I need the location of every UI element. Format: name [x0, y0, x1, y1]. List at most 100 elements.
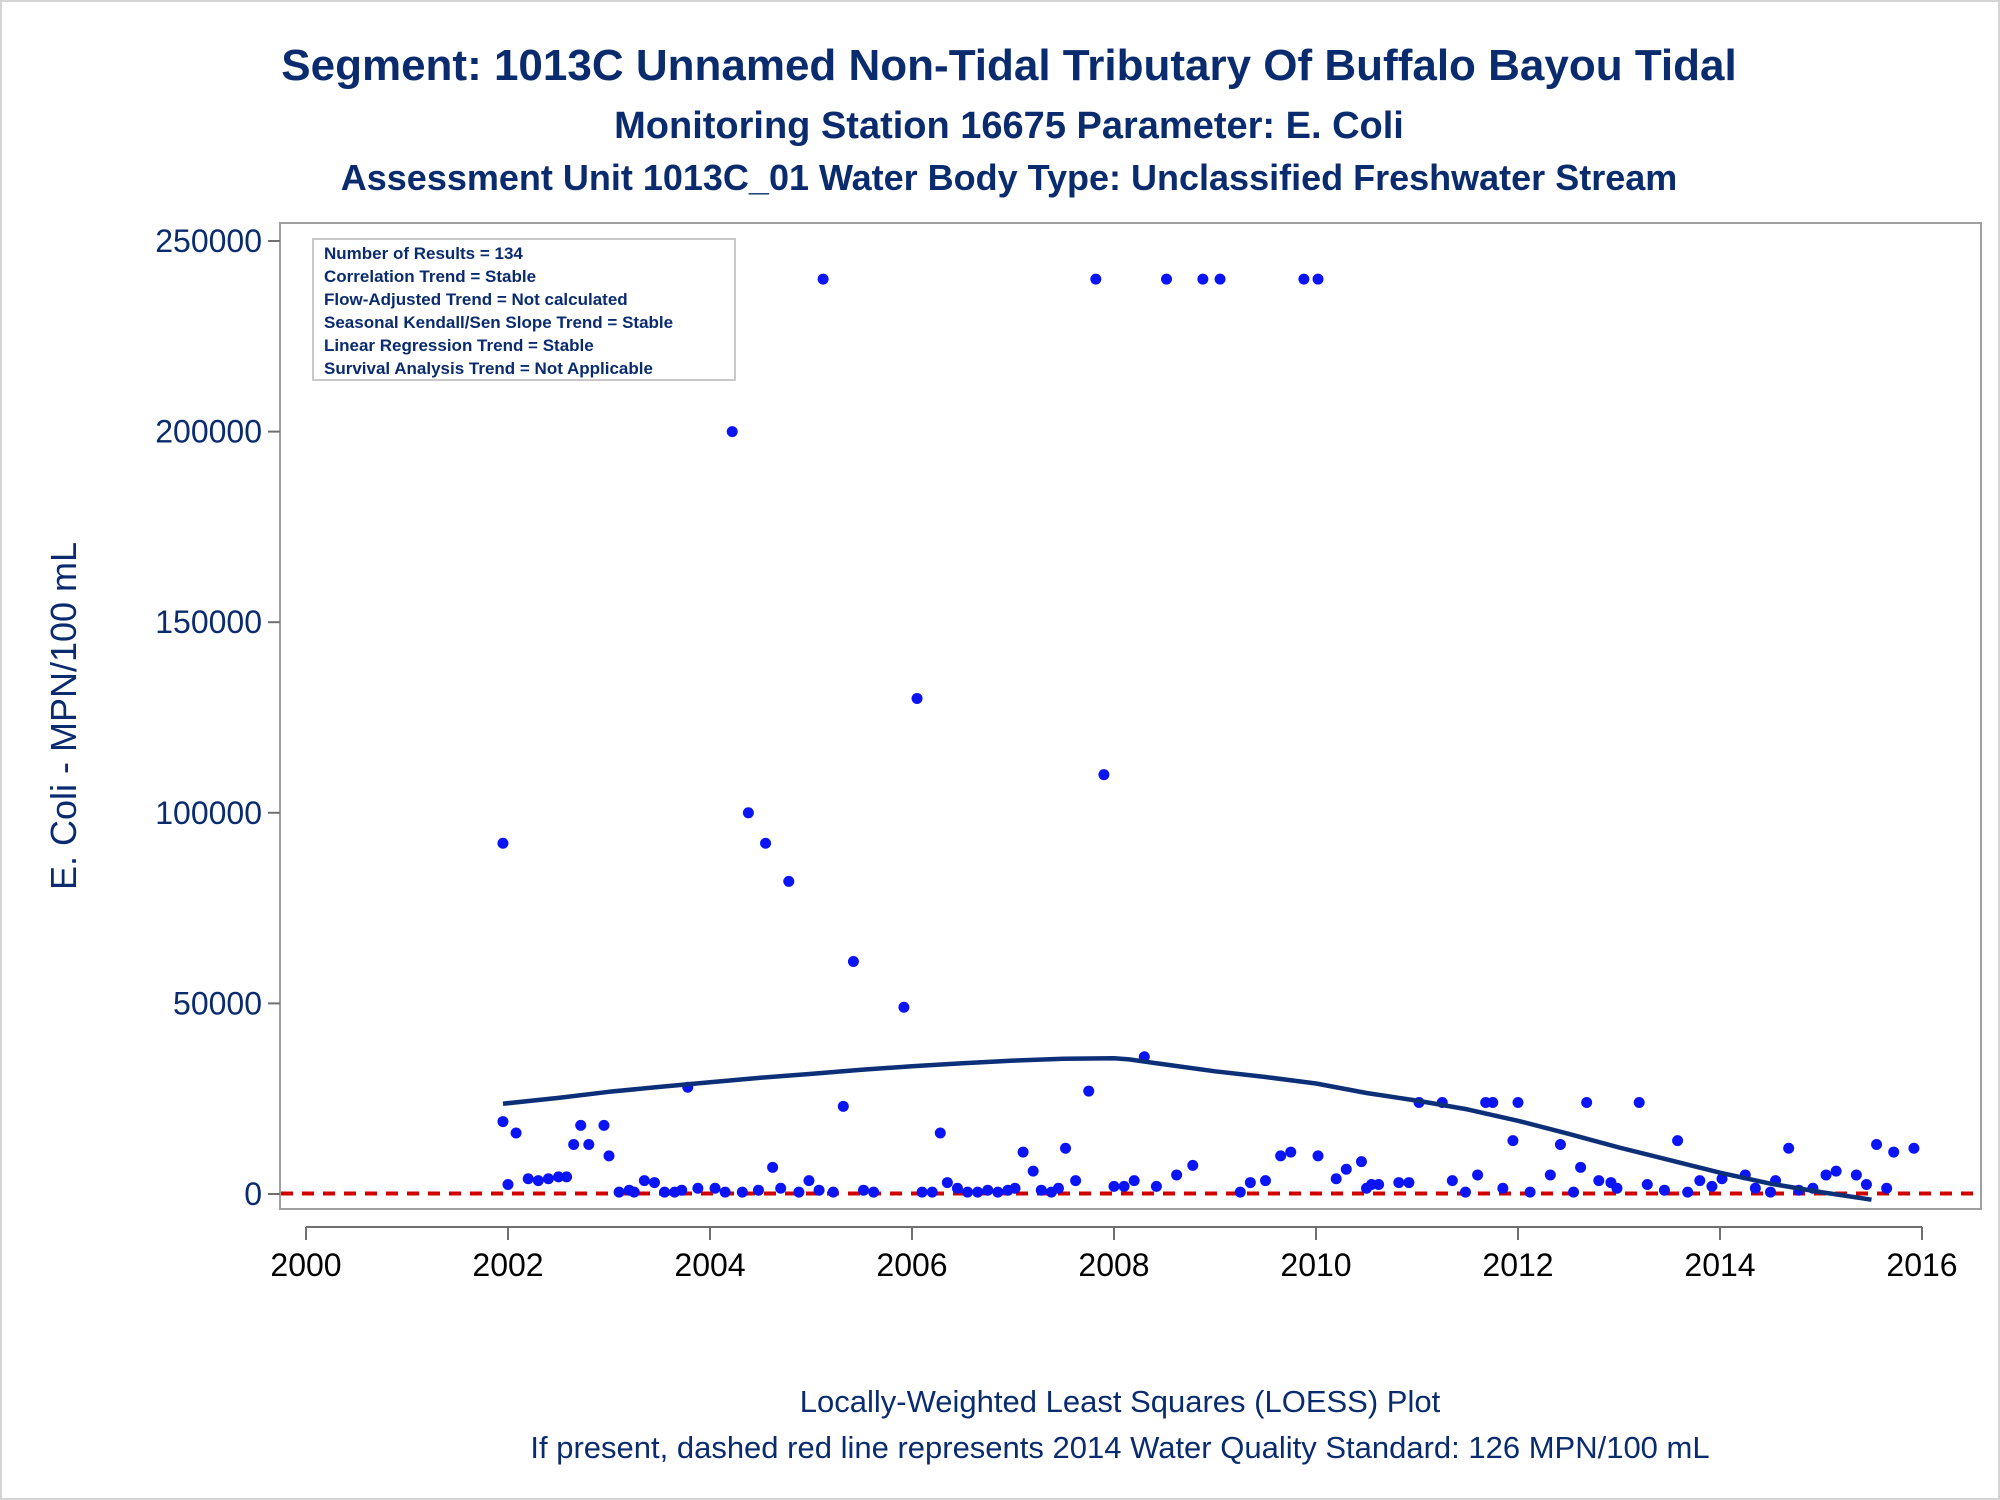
- data-point-87: [1355, 1156, 1367, 1168]
- data-point-108: [1581, 1097, 1593, 1109]
- data-point-3: [510, 1127, 522, 1139]
- data-point-36: [803, 1175, 815, 1187]
- data-point-19: [659, 1186, 671, 1198]
- data-point-73: [1171, 1169, 1183, 1181]
- data-point-67: [1108, 1180, 1120, 1192]
- data-point-72: [1161, 273, 1173, 285]
- data-points: [497, 273, 1920, 1198]
- data-point-97: [1472, 1169, 1484, 1181]
- stats-box: Number of Results = 134 Correlation Tren…: [312, 238, 736, 381]
- data-point-131: [1871, 1138, 1883, 1150]
- data-point-83: [1312, 273, 1324, 285]
- data-point-34: [783, 875, 795, 887]
- data-point-105: [1554, 1138, 1566, 1150]
- loess-curve-group: [502, 1056, 1872, 1202]
- data-point-2: [502, 1178, 514, 1190]
- data-point-21: [676, 1184, 688, 1196]
- data-point-115: [1672, 1135, 1684, 1147]
- data-point-99: [1487, 1097, 1499, 1109]
- chart-subtitle-assessment: Assessment Unit 1013C_01 Water Body Type…: [341, 157, 1678, 198]
- data-point-25: [709, 1182, 721, 1194]
- data-point-116: [1682, 1186, 1694, 1198]
- data-point-92: [1403, 1177, 1415, 1189]
- stats-line-flow-adjusted: Flow-Adjusted Trend = Not calculated: [324, 290, 628, 309]
- data-point-39: [827, 1186, 839, 1198]
- y-tick-label-0: 0: [244, 1176, 262, 1212]
- x-tick-label-2010: 2010: [1280, 1247, 1351, 1283]
- data-point-106: [1568, 1186, 1580, 1198]
- data-point-69: [1128, 1175, 1140, 1187]
- data-point-111: [1611, 1182, 1623, 1194]
- data-point-54: [992, 1186, 1004, 1198]
- data-point-1: [497, 1116, 509, 1128]
- data-point-43: [868, 1186, 880, 1198]
- data-point-102: [1512, 1097, 1524, 1109]
- data-point-124: [1783, 1142, 1795, 1154]
- data-point-51: [962, 1186, 974, 1198]
- data-point-47: [926, 1186, 938, 1198]
- data-point-7: [553, 1171, 564, 1183]
- data-point-76: [1214, 273, 1226, 285]
- data-point-28: [736, 1186, 748, 1198]
- footnote-loess: Locally-Weighted Least Squares (LOESS) P…: [800, 1384, 1441, 1419]
- data-point-133: [1888, 1146, 1900, 1158]
- data-point-10: [575, 1119, 587, 1131]
- data-point-23: [692, 1182, 704, 1194]
- stats-box-border: [312, 238, 736, 381]
- data-point-41: [847, 955, 859, 967]
- data-point-30: [752, 1184, 764, 1196]
- data-point-104: [1544, 1169, 1556, 1181]
- data-point-82: [1298, 273, 1310, 285]
- data-point-128: [1830, 1165, 1842, 1177]
- data-point-100: [1497, 1182, 1509, 1194]
- data-point-75: [1197, 273, 1209, 285]
- y-tick-label-200000: 200000: [155, 414, 262, 450]
- data-point-112: [1633, 1097, 1645, 1109]
- data-point-53: [982, 1184, 994, 1196]
- data-point-12: [598, 1119, 610, 1131]
- data-point-48: [934, 1127, 946, 1139]
- x-tick-label-2000: 2000: [270, 1247, 341, 1283]
- data-point-40: [837, 1100, 849, 1112]
- data-point-59: [1035, 1184, 1047, 1196]
- data-point-37: [813, 1184, 825, 1196]
- data-point-79: [1260, 1175, 1271, 1187]
- x-tick-label-2014: 2014: [1684, 1247, 1755, 1283]
- y-tick-label-100000: 100000: [155, 795, 262, 831]
- data-point-129: [1850, 1169, 1862, 1181]
- x-axis: 2000 2002 2004 2006 2008 2010 2012 2014 2016: [270, 1226, 1958, 1283]
- y-axis: 0 50000 100000 150000 200000 250000: [155, 223, 280, 1212]
- data-point-90: [1373, 1178, 1385, 1190]
- data-point-17: [638, 1175, 650, 1187]
- y-tick-label-150000: 150000: [155, 604, 262, 640]
- data-point-77: [1234, 1186, 1246, 1198]
- data-point-84: [1312, 1150, 1324, 1162]
- data-point-0: [497, 837, 509, 849]
- data-point-101: [1507, 1135, 1519, 1147]
- data-point-8: [561, 1171, 573, 1183]
- data-point-44: [898, 1001, 910, 1013]
- y-tick-label-50000: 50000: [173, 985, 262, 1021]
- data-point-113: [1641, 1178, 1653, 1190]
- loess-curve: [502, 1056, 1872, 1202]
- data-point-95: [1446, 1175, 1458, 1187]
- plot-area: [279, 222, 1982, 1210]
- x-tick-label-2008: 2008: [1078, 1247, 1149, 1283]
- data-point-38: [817, 273, 829, 285]
- data-point-45: [911, 692, 923, 704]
- data-point-107: [1575, 1161, 1587, 1173]
- data-point-56: [1009, 1182, 1021, 1194]
- data-point-66: [1098, 769, 1110, 781]
- data-point-16: [628, 1186, 640, 1198]
- data-point-26: [719, 1186, 731, 1198]
- data-point-117: [1694, 1175, 1706, 1187]
- data-point-74: [1187, 1159, 1199, 1171]
- data-point-33: [775, 1182, 787, 1194]
- data-point-134: [1908, 1142, 1920, 1154]
- data-point-80: [1275, 1150, 1287, 1162]
- data-point-81: [1285, 1146, 1297, 1158]
- data-point-78: [1244, 1177, 1256, 1189]
- data-point-127: [1820, 1169, 1832, 1181]
- data-point-86: [1340, 1163, 1352, 1175]
